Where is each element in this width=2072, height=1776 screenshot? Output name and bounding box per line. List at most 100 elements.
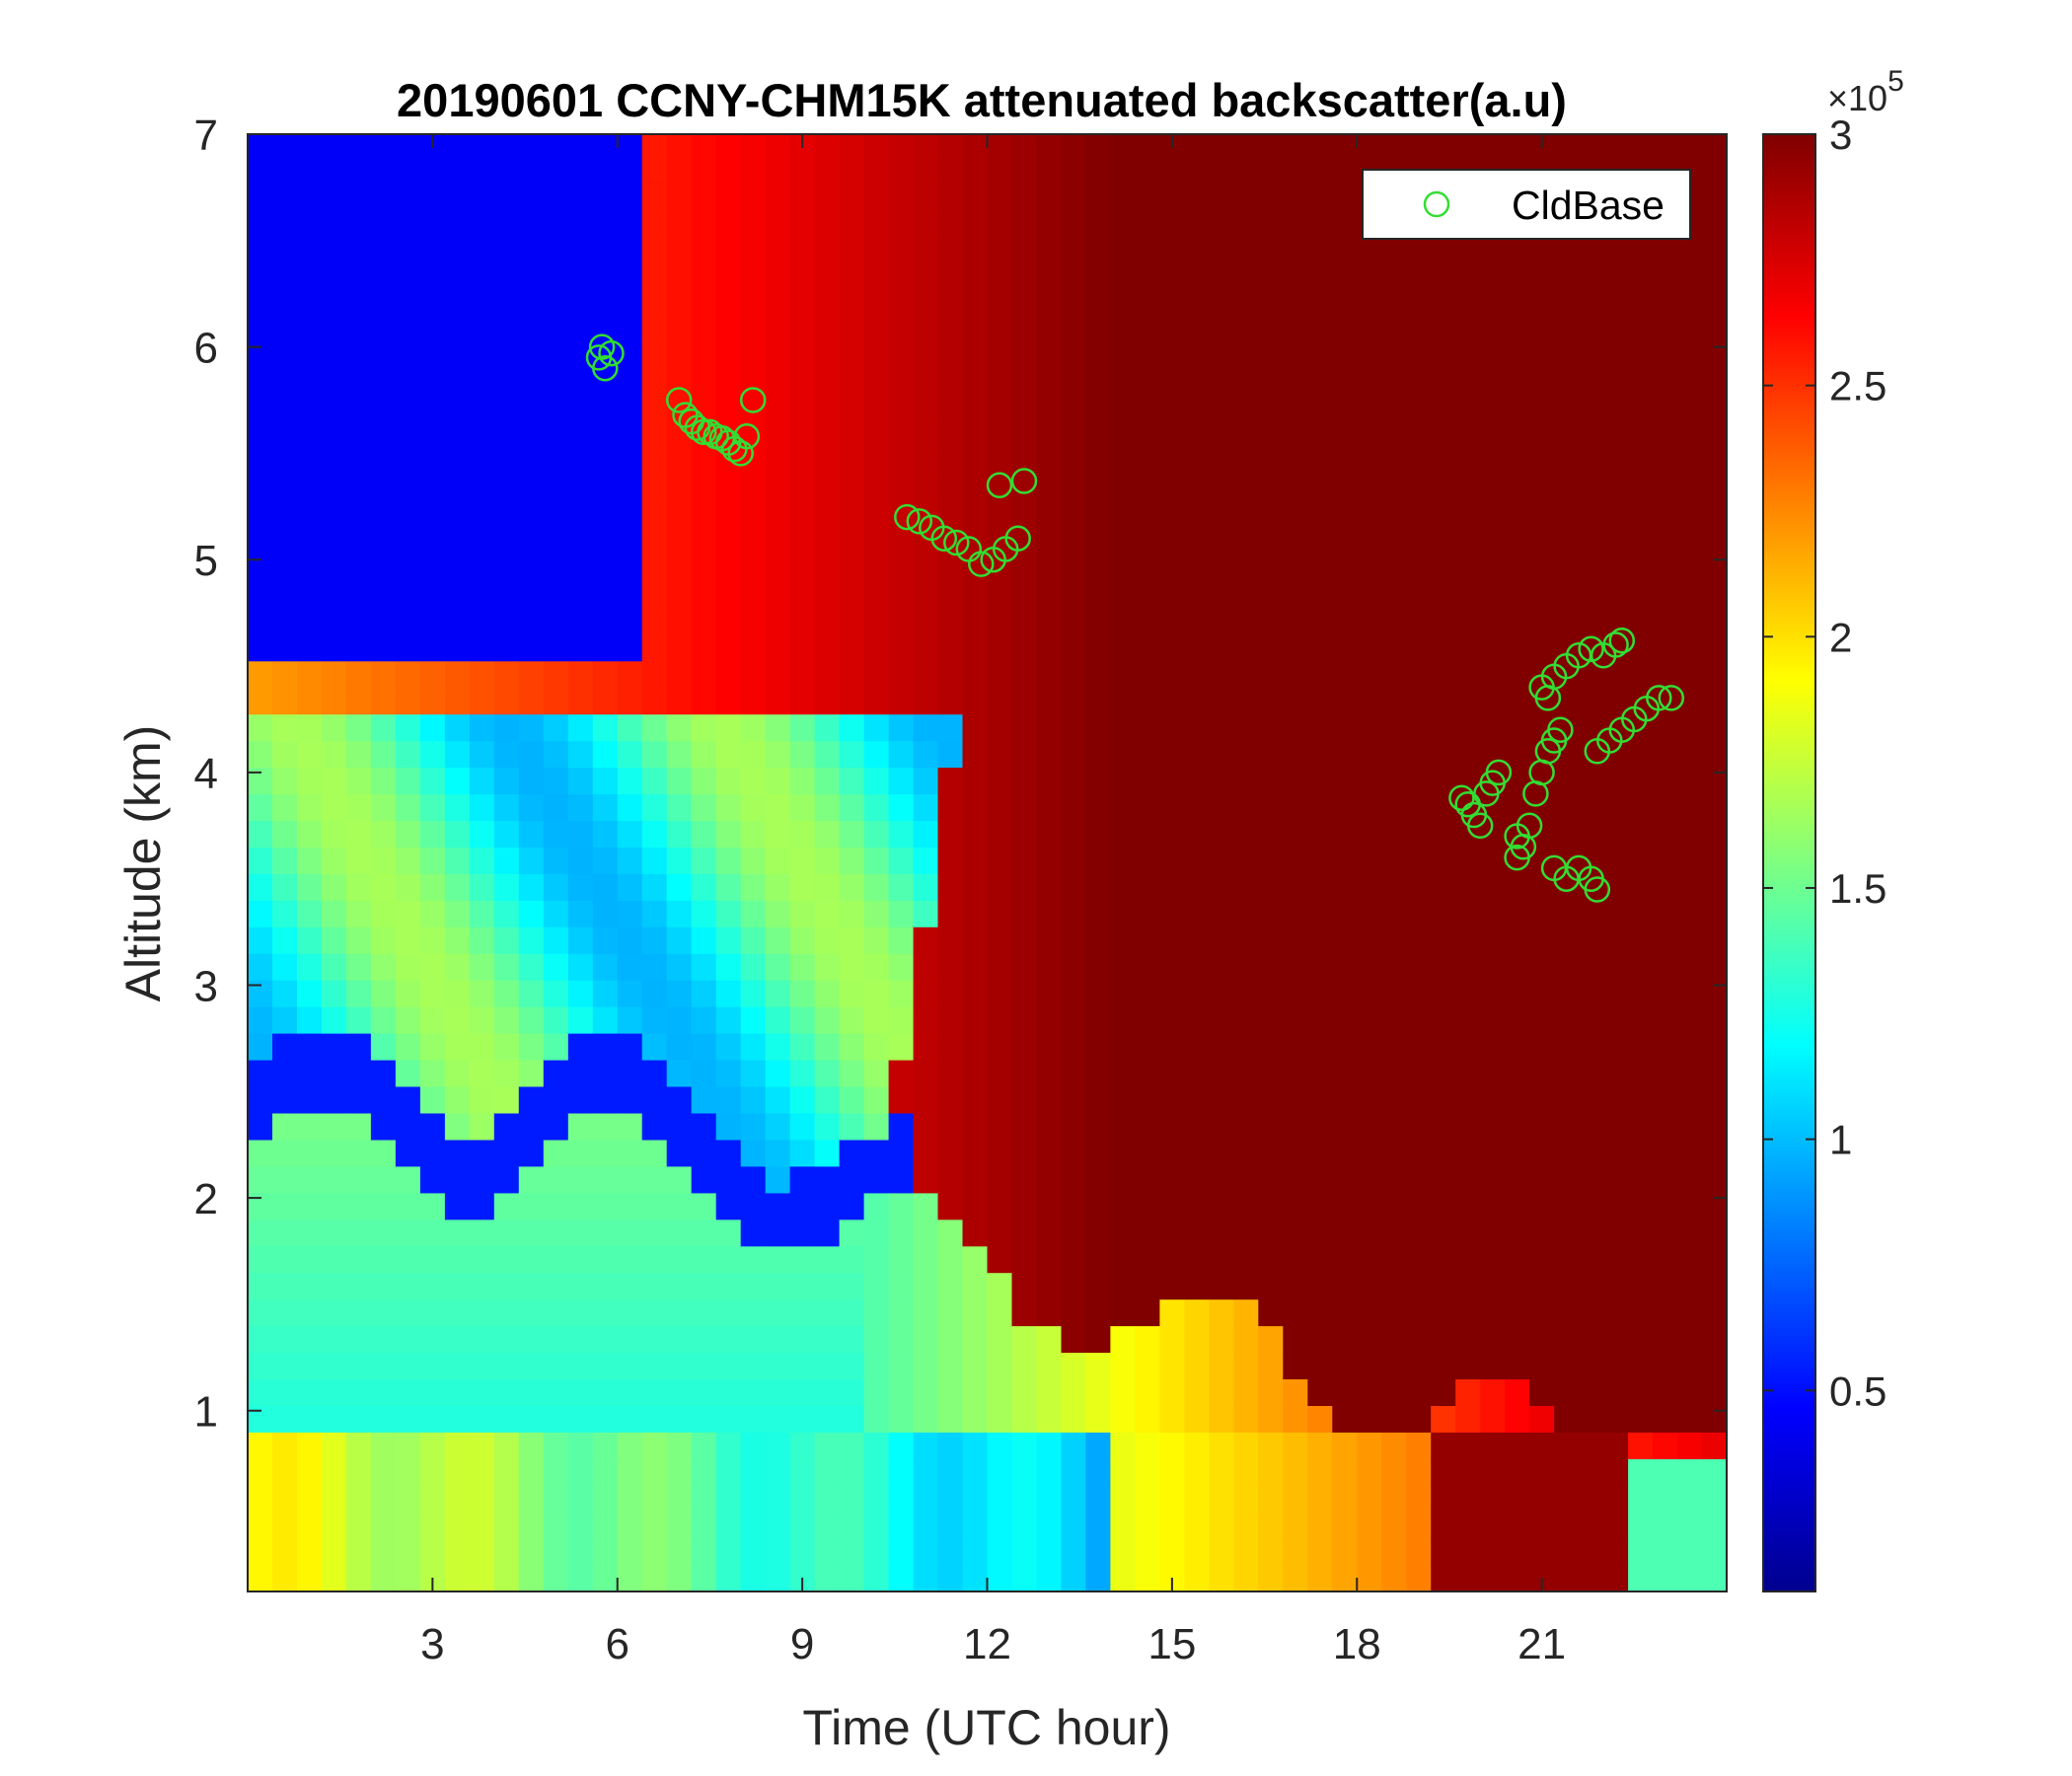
heatmap-cell: [1653, 395, 1678, 422]
heatmap-cell: [1480, 1112, 1506, 1141]
heatmap-cell: [444, 341, 471, 369]
heatmap-cell: [518, 1272, 545, 1300]
heatmap-cell: [1307, 1085, 1333, 1114]
heatmap-cell: [592, 395, 619, 422]
heatmap-cell: [1554, 1432, 1580, 1459]
heatmap-cell: [814, 1512, 841, 1539]
heatmap-cell: [1283, 134, 1308, 157]
heatmap-cell: [691, 713, 717, 742]
heatmap-cell: [1702, 1033, 1727, 1061]
heatmap-cell: [1480, 1085, 1506, 1114]
cldbase-point: [588, 333, 616, 360]
heatmap-cell: [1085, 1033, 1111, 1061]
heatmap-cell: [1283, 607, 1308, 635]
heatmap-cell: [1455, 1512, 1481, 1539]
heatmap-cell: [617, 315, 643, 342]
heatmap-cell: [1332, 1033, 1358, 1061]
heatmap-cell: [1061, 900, 1087, 927]
heatmap-cell: [1085, 713, 1111, 742]
heatmap-cell: [962, 395, 989, 422]
heatmap-cell: [1357, 341, 1382, 369]
heatmap-cell: [1283, 767, 1308, 795]
heatmap-cell: [345, 607, 372, 635]
heatmap-cell: [666, 527, 693, 555]
heatmap-cell: [419, 155, 446, 184]
heatmap-cell: [1628, 1006, 1654, 1034]
heatmap-cell: [1653, 1033, 1678, 1061]
heatmap-cell: [715, 1139, 742, 1167]
legend-marker-icon: [1423, 190, 1450, 218]
heatmap-cell: [248, 475, 273, 502]
heatmap-cell: [1505, 953, 1530, 981]
heatmap-cell: [765, 475, 791, 502]
heatmap-cell: [297, 134, 323, 157]
heatmap-cell: [1455, 926, 1481, 954]
heatmap-cell: [617, 1432, 643, 1459]
heatmap-cell: [1603, 926, 1629, 954]
heatmap-cell: [1653, 368, 1678, 396]
heatmap-cell: [888, 1378, 915, 1406]
heatmap-cell: [1505, 980, 1530, 1007]
heatmap-cell: [1061, 448, 1087, 476]
heatmap-cell: [248, 235, 273, 262]
heatmap-cell: [1702, 315, 1727, 342]
heatmap-cell: [839, 368, 865, 396]
heatmap-cell: [1135, 1192, 1160, 1221]
heatmap-cell: [1529, 475, 1555, 502]
heatmap-cell: [1258, 527, 1284, 555]
heatmap-cell: [322, 315, 347, 342]
heatmap-cell: [765, 1325, 791, 1354]
y-axis-label: Altitude (km): [115, 725, 171, 1002]
heatmap-cell: [1332, 1538, 1358, 1566]
heatmap-cell: [469, 341, 495, 369]
heatmap-cell: [1702, 1405, 1727, 1433]
heatmap-cell: [913, 235, 939, 262]
heatmap-cell: [1381, 926, 1407, 954]
heatmap-cell: [1061, 1112, 1087, 1141]
heatmap-cell: [1480, 475, 1506, 502]
heatmap-cell: [962, 1485, 989, 1513]
heatmap-cell: [1702, 134, 1727, 157]
heatmap-cell: [1110, 1192, 1136, 1221]
heatmap-cell: [1085, 155, 1111, 184]
heatmap-cell: [987, 1085, 1013, 1114]
heatmap-cell: [518, 341, 545, 369]
heatmap-cell: [937, 1033, 964, 1061]
heatmap-cell: [345, 926, 372, 954]
heatmap-cell: [419, 235, 446, 262]
heatmap-cell: [1011, 554, 1038, 582]
heatmap-cell: [1184, 1085, 1210, 1114]
heatmap-cell: [345, 1192, 372, 1221]
heatmap-cell: [1628, 980, 1654, 1007]
heatmap-cell: [370, 793, 397, 821]
heatmap-cell: [1110, 475, 1136, 502]
heatmap-cell: [666, 1405, 693, 1433]
heatmap-cell: [962, 660, 989, 689]
heatmap-cell: [1209, 1485, 1234, 1513]
heatmap-cell: [248, 873, 273, 901]
heatmap-cell: [691, 1192, 717, 1221]
heatmap-cell: [493, 155, 520, 184]
heatmap-cell: [1258, 1059, 1284, 1087]
heatmap-cell: [592, 134, 619, 157]
heatmap-cell: [1209, 980, 1234, 1007]
heatmap-cell: [1529, 1112, 1555, 1141]
heatmap-cell: [839, 1085, 865, 1114]
heatmap-cell: [248, 261, 273, 289]
heatmap-cell: [419, 1272, 446, 1300]
heatmap-cell: [1603, 475, 1629, 502]
heatmap-cell: [1677, 554, 1703, 582]
heatmap-cell: [691, 1378, 717, 1406]
heatmap-cell: [814, 633, 841, 662]
heatmap-cell: [1184, 448, 1210, 476]
heatmap-cell: [1603, 1165, 1629, 1194]
heatmap-cell: [691, 1512, 717, 1539]
heatmap-cell: [1184, 1006, 1210, 1034]
heatmap-cell: [1702, 1538, 1727, 1566]
heatmap-cell: [1431, 1112, 1456, 1141]
heatmap-cell: [1677, 740, 1703, 769]
heatmap-cell: [1579, 1085, 1604, 1114]
heatmap-cell: [1381, 475, 1407, 502]
heatmap-cell: [1480, 1298, 1506, 1327]
heatmap-cell: [641, 155, 668, 184]
